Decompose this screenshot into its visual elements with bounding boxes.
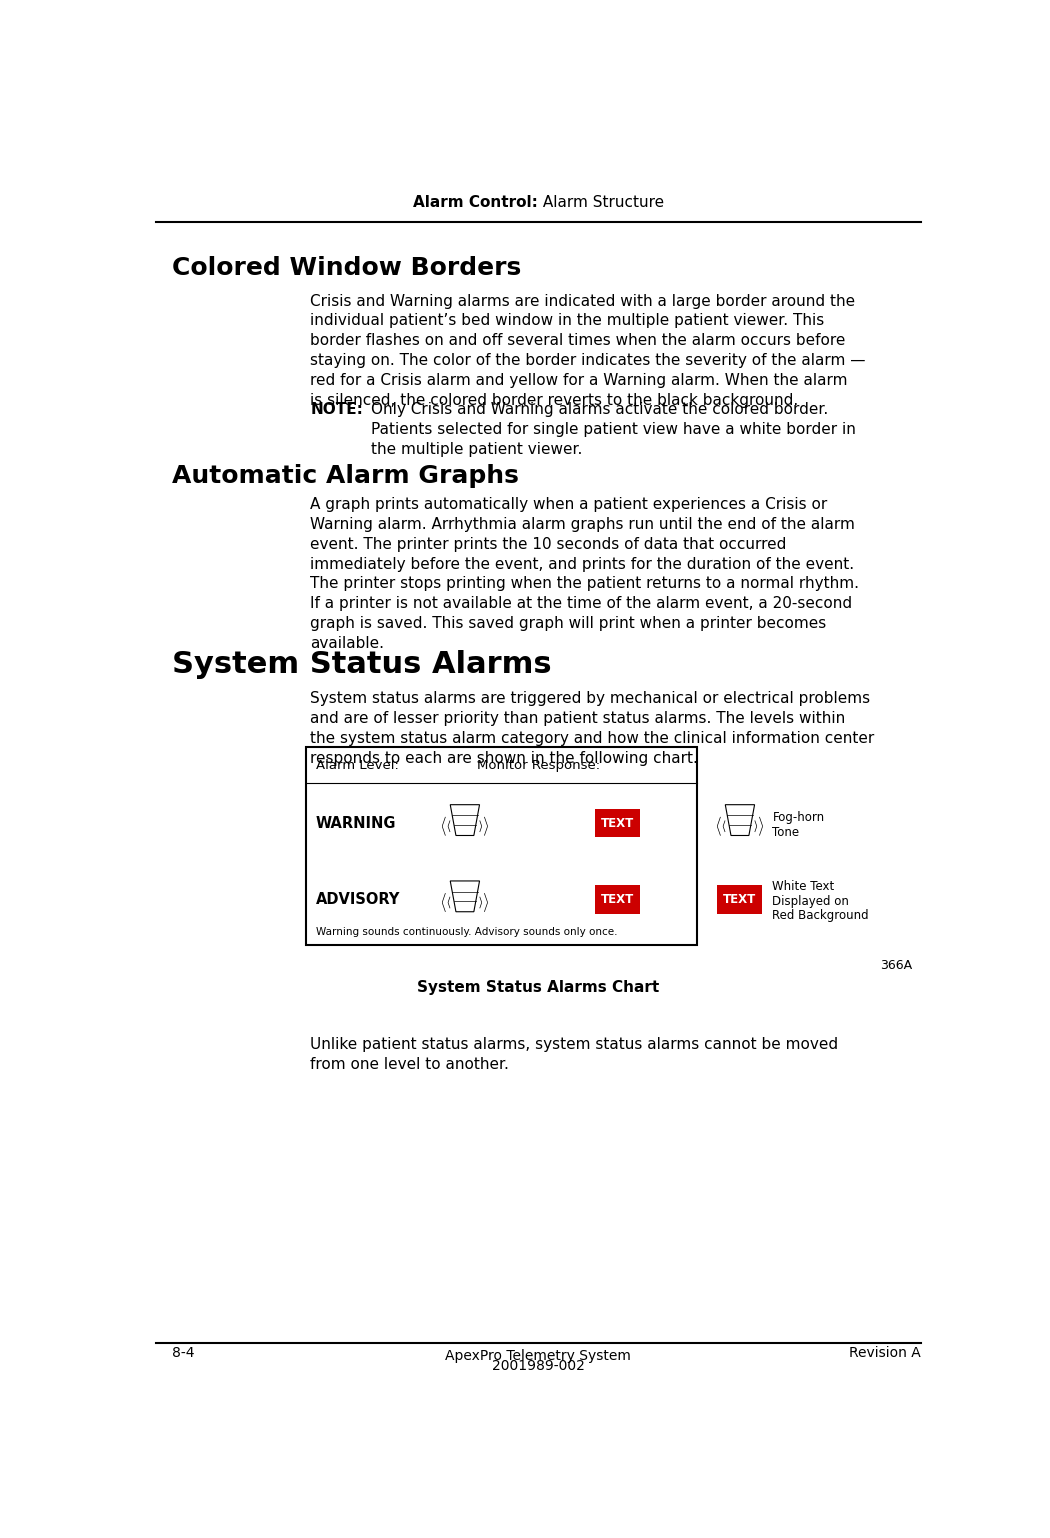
- Bar: [595, 809, 639, 837]
- Text: Alarm Control:: Alarm Control:: [414, 195, 538, 211]
- Text: System Status Alarms: System Status Alarms: [172, 651, 551, 678]
- Text: Displayed on: Displayed on: [773, 895, 849, 907]
- Text: TEXT: TEXT: [722, 894, 756, 906]
- Text: Alarm Structure: Alarm Structure: [538, 195, 665, 211]
- Text: Colored Window Borders: Colored Window Borders: [172, 255, 521, 280]
- Bar: [717, 886, 762, 914]
- Text: Red Background: Red Background: [773, 909, 869, 921]
- Text: A graph prints automatically when a patient experiences a Crisis or
Warning alar: A graph prints automatically when a pati…: [311, 497, 859, 651]
- Text: Automatic Alarm Graphs: Automatic Alarm Graphs: [172, 464, 519, 488]
- Text: Tone: Tone: [773, 826, 800, 838]
- Text: System Status Alarms Chart: System Status Alarms Chart: [417, 980, 659, 995]
- Text: Only Crisis and Warning alarms activate the colored border.
Patients selected fo: Only Crisis and Warning alarms activate …: [372, 403, 856, 457]
- Text: 366A: 366A: [880, 960, 912, 972]
- Text: Alarm Level:: Alarm Level:: [316, 758, 399, 772]
- Text: Revision A: Revision A: [848, 1346, 921, 1361]
- Text: White Text: White Text: [773, 880, 835, 894]
- Text: System status alarms are triggered by mechanical or electrical problems
and are : System status alarms are triggered by me…: [311, 692, 875, 766]
- Text: Crisis and Warning alarms are indicated with a large border around the
individua: Crisis and Warning alarms are indicated …: [311, 294, 866, 408]
- Text: 2001989-002: 2001989-002: [491, 1360, 585, 1373]
- Text: WARNING: WARNING: [316, 815, 397, 831]
- Text: TEXT: TEXT: [601, 817, 634, 829]
- Text: 8-4: 8-4: [172, 1346, 194, 1361]
- Text: Fog-horn: Fog-horn: [773, 812, 824, 824]
- Text: ADVISORY: ADVISORY: [316, 892, 400, 907]
- Text: Monitor Response:: Monitor Response:: [477, 758, 601, 772]
- Text: NOTE:: NOTE:: [311, 403, 363, 417]
- Bar: [307, 747, 697, 944]
- Text: Warning sounds continuously. Advisory sounds only once.: Warning sounds continuously. Advisory so…: [316, 926, 617, 937]
- Text: TEXT: TEXT: [601, 894, 634, 906]
- Bar: [595, 886, 639, 914]
- Text: ApexPro Telemetry System: ApexPro Telemetry System: [445, 1349, 631, 1363]
- Text: Unlike patient status alarms, system status alarms cannot be moved
from one leve: Unlike patient status alarms, system sta…: [311, 1037, 838, 1072]
